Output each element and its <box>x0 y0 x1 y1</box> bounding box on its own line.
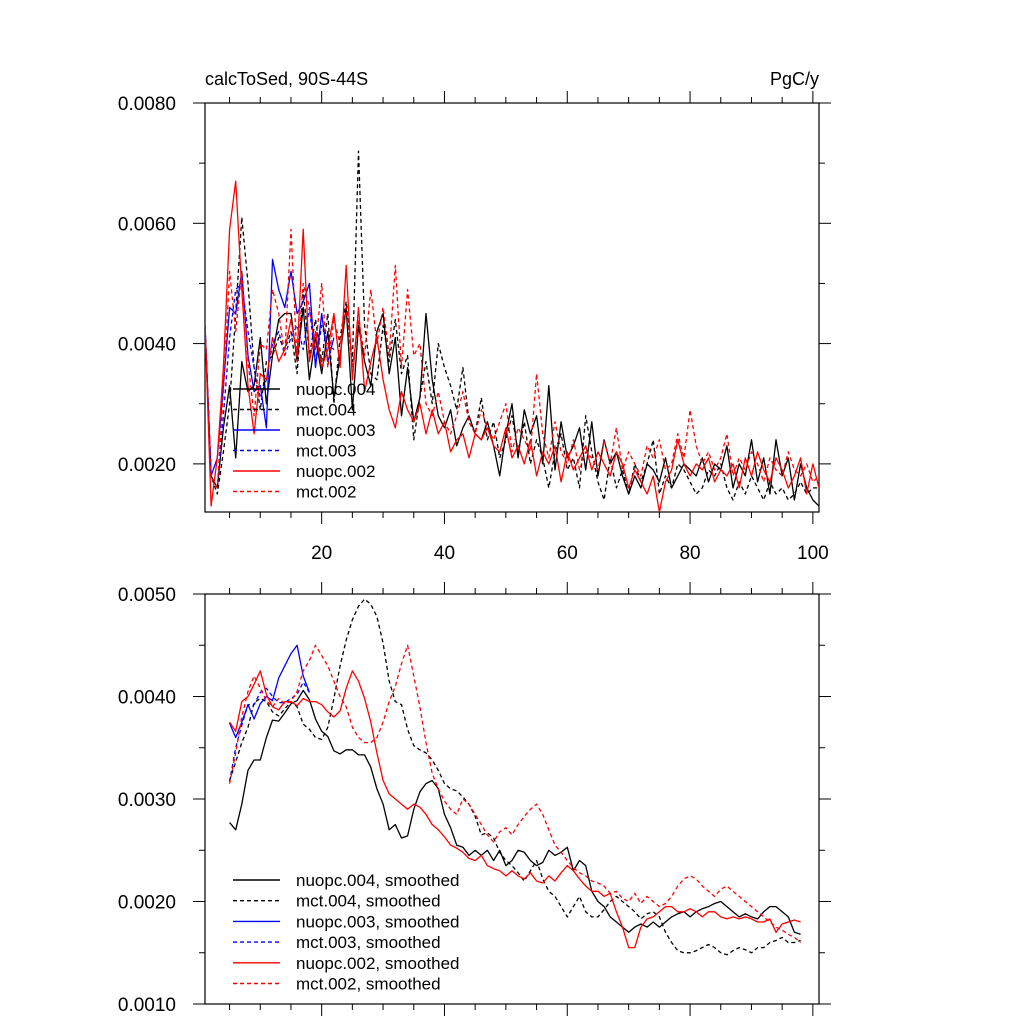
y-tick-label: 0.0040 <box>118 335 176 356</box>
y-tick-label: 0.0050 <box>118 585 176 606</box>
legend-label: mct.003 <box>296 442 356 461</box>
y-tick-label: 0.0020 <box>118 455 176 476</box>
y-tick-label: 0.0010 <box>118 995 176 1016</box>
series-line-mct-003-smoothed <box>228 681 310 782</box>
series-line-mct-002-smoothed <box>228 644 802 944</box>
legend-label: nuopc.003 <box>296 421 375 440</box>
y-tick-label: 0.0040 <box>118 688 176 709</box>
y-tick-label: 0.0020 <box>118 893 176 914</box>
x-tick-label: 100 <box>797 543 829 564</box>
series-group <box>205 150 819 512</box>
units-label: PgC/y <box>770 69 819 89</box>
legend-label: mct.004 <box>296 401 356 420</box>
top-panel: 0.0020 0.0040 0.0060 0.0080 20 40 60 80 100 calcT… <box>118 69 831 564</box>
legend-label: nuopc.004 <box>296 380 375 399</box>
x-tick-label: 40 <box>434 543 455 564</box>
legend-label: nuopc.002 <box>296 462 375 481</box>
legend-label: mct.002 <box>296 483 356 502</box>
legend-label: nuopc.003, smoothed <box>296 912 460 931</box>
legend-label: nuopc.004, smoothed <box>296 871 460 890</box>
y-tick-label: 0.0080 <box>118 94 176 115</box>
legend-label: mct.004, smoothed <box>296 892 441 911</box>
y-tick-label: 0.0030 <box>118 790 176 811</box>
series-line-mct-004 <box>205 150 819 501</box>
y-tick-label: 0.0060 <box>118 214 176 235</box>
x-tick-label: 20 <box>311 543 332 564</box>
series-line-mct-004-smoothed <box>228 598 801 956</box>
bottom-panel: 0.0010 0.0020 0.0030 0.0040 0.0050 nuopc.004,… <box>118 582 831 1016</box>
series-line-mct-002 <box>205 228 819 489</box>
series-line-nuopc-002-smoothed <box>229 670 801 949</box>
series-line-nuopc-003 <box>205 258 335 477</box>
legend-label: mct.002, smoothed <box>296 975 441 994</box>
chart-title: calcToSed, 90S-44S <box>205 69 368 89</box>
series-group <box>228 598 802 956</box>
series-line-nuopc-002 <box>205 180 819 512</box>
series-line-nuopc-003-smoothed <box>229 644 311 739</box>
legend-label: nuopc.002, smoothed <box>296 954 460 973</box>
plot-frame <box>204 102 820 513</box>
x-tick-label: 80 <box>679 543 700 564</box>
x-tick-label: 60 <box>557 543 578 564</box>
legend-label: mct.003, smoothed <box>296 933 441 952</box>
